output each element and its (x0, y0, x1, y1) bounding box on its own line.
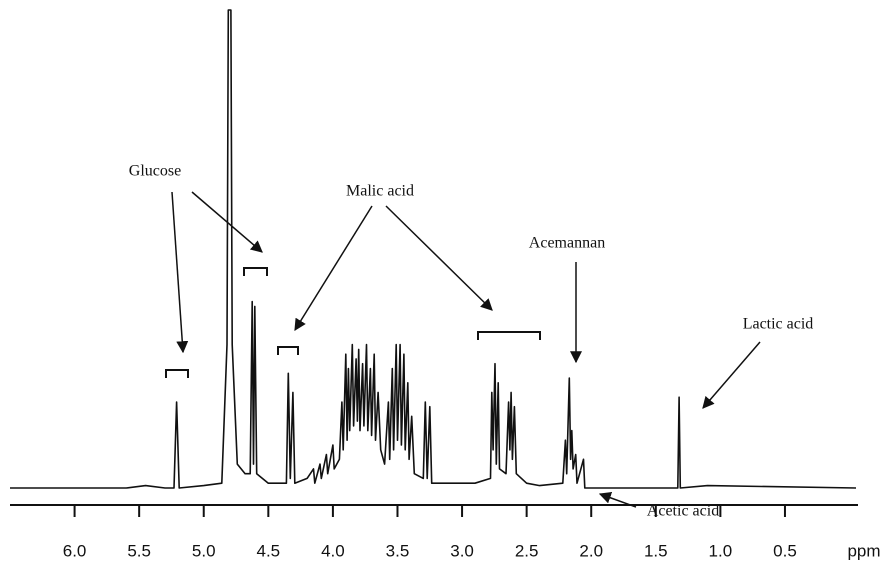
x-axis-label: ppm (847, 541, 880, 560)
x-tick-label: 5.5 (127, 541, 151, 560)
x-tick-label: 2.5 (515, 541, 539, 560)
x-tick-label: 3.0 (450, 541, 474, 560)
x-tick-label: 5.0 (192, 541, 216, 560)
x-tick-label: 4.5 (257, 541, 281, 560)
x-tick-label: 0.5 (773, 541, 797, 560)
annotation: Lactic acid (743, 316, 814, 333)
spectrum-line (10, 9, 857, 489)
annotation: Acemannan (529, 235, 605, 252)
x-tick-label: 2.0 (579, 541, 603, 560)
arrows (171, 191, 761, 508)
annotation: Malic acid (346, 183, 414, 200)
peak-brackets (165, 267, 541, 378)
x-tick-label: 1.5 (644, 541, 668, 560)
x-tick-label: 3.5 (386, 541, 410, 560)
x-tick-label: 1.0 (709, 541, 733, 560)
annotation: Glucose (129, 163, 181, 180)
x-tick-label: 6.0 (63, 541, 87, 560)
annotation: Acetic acid (647, 503, 719, 520)
x-tick-label: 4.0 (321, 541, 345, 560)
